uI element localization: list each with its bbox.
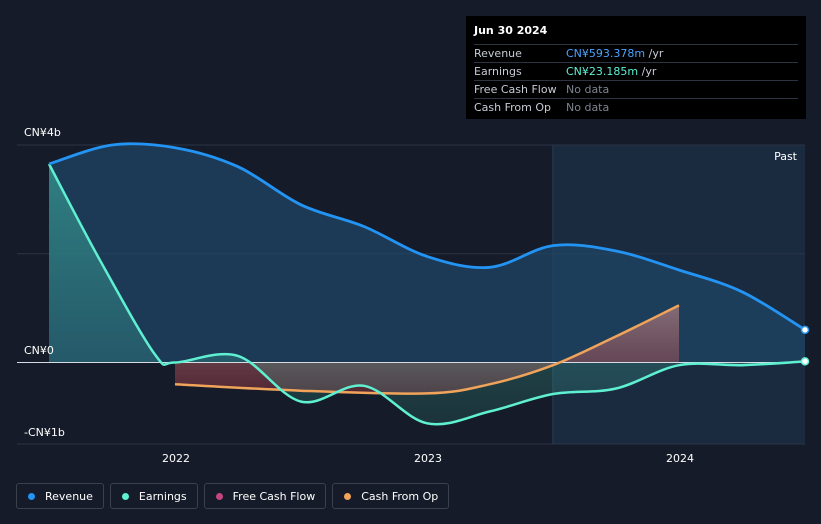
x-tick-label-2023: 2023	[414, 452, 442, 465]
tooltip-label: Revenue	[474, 47, 522, 60]
revenue-end-point	[800, 325, 810, 335]
series-lines	[47, 142, 806, 426]
legend-label: Free Cash Flow	[232, 489, 316, 503]
earnings-dot-icon	[121, 492, 129, 500]
legend-label: Revenue	[45, 489, 93, 503]
revenue-line	[48, 142, 806, 332]
cash-from-op-line	[174, 304, 680, 395]
tooltip-value: CN¥593.378m	[566, 47, 646, 60]
legend-item-revenue[interactable]: Revenue	[16, 483, 104, 509]
earnings-line	[47, 163, 806, 426]
tooltip-date: Jun 30 2024	[474, 24, 548, 37]
tooltip-row-earnings: Earnings CN¥23.185m /yr	[474, 62, 798, 80]
past-label: Past	[774, 150, 798, 163]
data-tooltip: Jun 30 2024 Revenue CN¥593.378m /yr Earn…	[466, 16, 806, 119]
series-areas	[17, 143, 805, 425]
end-markers	[800, 325, 810, 366]
revenue-area	[49, 143, 805, 363]
y-tick-label-top: CN¥4b	[24, 126, 61, 139]
tooltip-unit: /yr	[638, 65, 657, 78]
legend-label: Cash From Op	[361, 489, 439, 503]
tooltip-value: CN¥23.185m	[566, 65, 639, 78]
y-tick-label-zero: CN¥0	[24, 344, 54, 357]
tooltip-label: Free Cash Flow	[474, 83, 557, 96]
tooltip-label: Earnings	[474, 65, 522, 78]
y-tick-label-bottom: -CN¥1b	[24, 426, 65, 439]
tooltip-row-free-cash-flow: Free Cash Flow No data	[474, 80, 798, 98]
x-tick-label-2024: 2024	[666, 452, 694, 465]
tooltip-value: No data	[566, 83, 610, 96]
earnings-end-point	[800, 357, 810, 366]
legend-label: Earnings	[138, 489, 187, 503]
revenue-dot-icon	[28, 492, 35, 500]
legend-item-earnings[interactable]: Earnings	[109, 483, 198, 509]
legend-item-cash-from-op[interactable]: Cash From Op	[332, 483, 450, 509]
tooltip-row-cash-from-op: Cash From Op No data	[474, 98, 798, 116]
x-tick-label-2022: 2022	[162, 452, 190, 465]
free-cash-flow-dot-icon	[215, 492, 223, 500]
legend: Revenue Earnings Free Cash Flow Cash Fro…	[16, 483, 450, 509]
earnings-area	[49, 164, 805, 425]
cash-from-op-dot-icon	[344, 492, 352, 500]
legend-item-free-cash-flow[interactable]: Free Cash Flow	[203, 483, 327, 509]
tooltip-label: Cash From Op	[474, 101, 552, 114]
tooltip-row-revenue: Revenue CN¥593.378m /yr	[474, 44, 798, 62]
tooltip-value: No data	[566, 101, 610, 114]
tooltip-unit: /yr	[645, 47, 664, 60]
